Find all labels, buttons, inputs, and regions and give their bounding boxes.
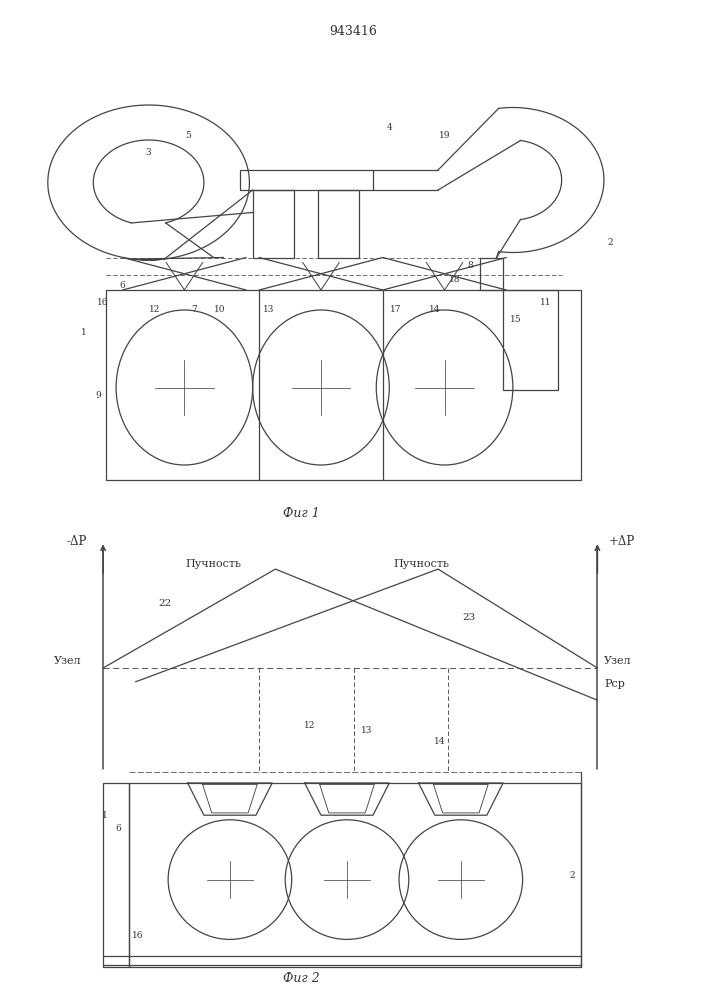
Text: 6: 6 — [119, 280, 125, 290]
Text: 9: 9 — [95, 390, 101, 399]
Text: 16: 16 — [132, 931, 144, 940]
Text: 22: 22 — [158, 599, 172, 608]
Text: 943416: 943416 — [329, 25, 378, 38]
Text: Узел: Узел — [54, 656, 82, 666]
Bar — [106, 290, 581, 480]
Text: 11: 11 — [539, 298, 551, 307]
Text: 14: 14 — [433, 737, 445, 746]
Text: Фиг 2: Фиг 2 — [283, 972, 320, 985]
Text: 14: 14 — [429, 306, 440, 314]
Bar — [103, 783, 129, 967]
Text: 4: 4 — [387, 123, 392, 132]
Text: 1: 1 — [81, 328, 86, 337]
Text: 19: 19 — [439, 130, 450, 139]
Bar — [317, 190, 358, 257]
Text: +ΔP: +ΔP — [608, 535, 635, 548]
Bar — [240, 170, 373, 190]
Text: 2: 2 — [607, 238, 613, 247]
Text: -ΔP: -ΔP — [67, 535, 87, 548]
Text: Пучность: Пучность — [394, 559, 450, 569]
Bar — [252, 190, 293, 257]
Text: 12: 12 — [303, 721, 315, 730]
Text: 8: 8 — [468, 260, 474, 269]
Text: 7: 7 — [192, 306, 197, 314]
Text: 17: 17 — [390, 306, 402, 314]
Bar — [480, 257, 503, 290]
Text: 1: 1 — [102, 811, 108, 820]
Text: 13: 13 — [361, 726, 372, 735]
Text: Пучность: Пучность — [186, 559, 242, 569]
Text: 18: 18 — [448, 275, 460, 284]
Text: 23: 23 — [462, 613, 476, 622]
Text: Фиг 1: Фиг 1 — [283, 507, 320, 520]
Text: 6: 6 — [115, 824, 121, 833]
Text: 12: 12 — [149, 306, 160, 314]
Text: 10: 10 — [214, 306, 226, 314]
Text: 5: 5 — [185, 130, 191, 139]
Text: 15: 15 — [510, 316, 522, 324]
Text: 16: 16 — [98, 298, 109, 307]
Text: Рср: Рср — [604, 679, 625, 689]
Text: 13: 13 — [263, 306, 274, 314]
Bar — [129, 783, 581, 967]
Text: Узел: Узел — [604, 656, 631, 666]
Text: 3: 3 — [146, 148, 151, 157]
Text: 2: 2 — [569, 870, 575, 880]
Bar — [503, 290, 559, 390]
